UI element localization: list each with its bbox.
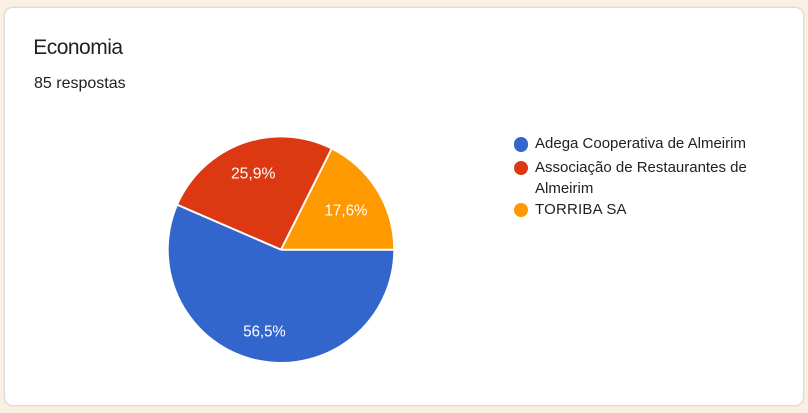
svg-text:17,6%: 17,6% bbox=[325, 203, 368, 220]
svg-text:25,9%: 25,9% bbox=[231, 165, 276, 182]
svg-text:56,5%: 56,5% bbox=[243, 324, 286, 341]
